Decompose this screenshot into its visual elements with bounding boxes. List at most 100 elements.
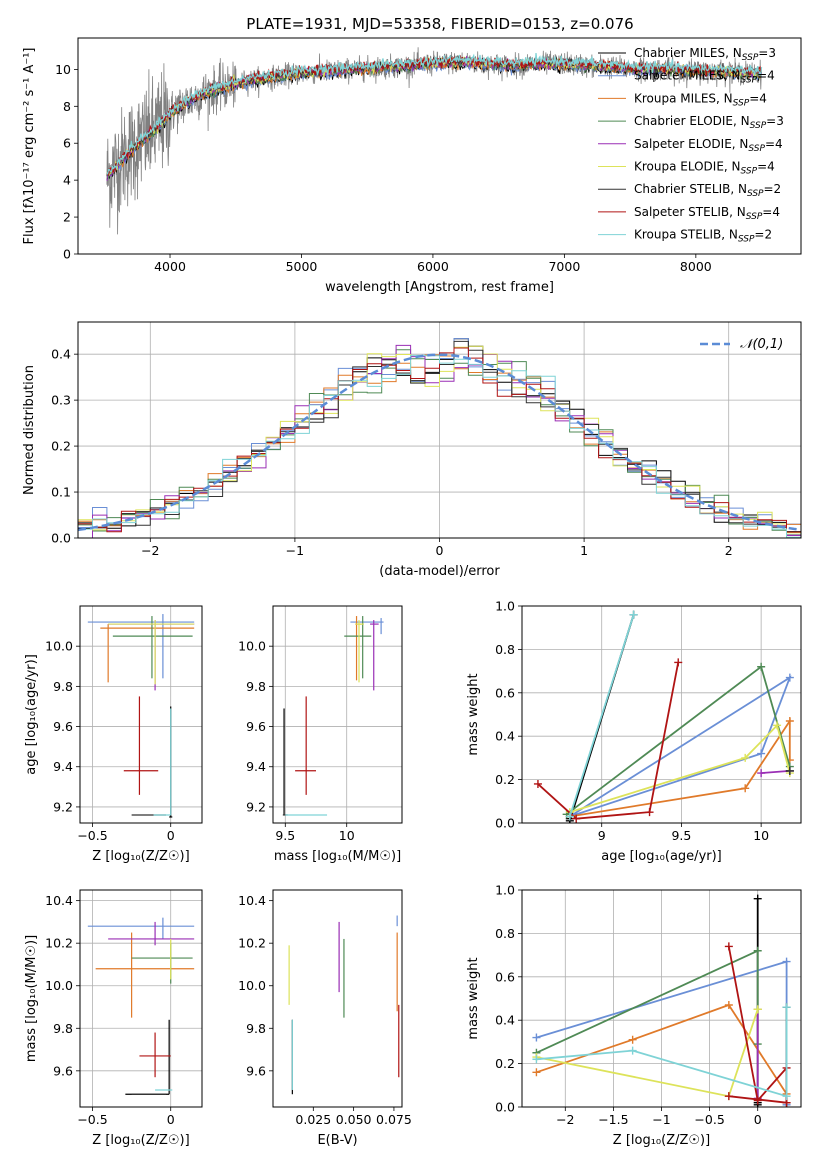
axes-frame — [79, 605, 203, 824]
x-tick-label: 1 — [580, 543, 588, 558]
y-tick-label: 9.6 — [246, 719, 266, 734]
x-tick-label: 9.5 — [671, 828, 691, 843]
weight-line — [537, 662, 680, 820]
y-tick-label: 0 — [63, 247, 71, 262]
axes-frame — [272, 605, 403, 824]
plot-content — [282, 616, 384, 816]
errorbar-point-4 — [108, 620, 195, 691]
weight-line — [536, 949, 759, 1054]
grid — [522, 889, 801, 1108]
y-tick-label: 0.0 — [495, 816, 515, 831]
x-tick-label: −2 — [556, 1112, 574, 1127]
weight-line — [569, 723, 791, 813]
errorbar-point-2 — [100, 624, 195, 683]
y-tick-label: 10.2 — [45, 936, 73, 951]
plot-content — [87, 614, 195, 818]
weight-marker — [532, 1068, 541, 1077]
x-tick-label: 7000 — [548, 259, 580, 274]
y-tick-label: 9.4 — [53, 759, 73, 774]
panel-residuals: −2 −1 0 1 2 0.0 0.1 0.2 0.3 0.4 (data-model)/error… — [22, 321, 802, 579]
plot-content — [87, 917, 195, 1095]
y-tick-label: 2 — [63, 210, 71, 225]
y-tick-label: 10.2 — [238, 936, 266, 951]
weight-marker — [785, 673, 794, 682]
grid — [522, 605, 801, 824]
legend-label: Chabrier ELODIE, NSSP=3 — [634, 114, 784, 131]
y-tick-label: 9.8 — [246, 1021, 266, 1036]
weight-marker — [724, 942, 733, 951]
plot-content — [106, 47, 763, 235]
weight-series-7 — [533, 658, 683, 823]
y-tick-label: 0.2 — [495, 1056, 515, 1071]
y-axis-label: age [log₁₀(age/yr)] — [24, 654, 39, 775]
errorbar-point-2 — [95, 932, 195, 1018]
y-tick-label: 10.4 — [238, 893, 266, 908]
weight-marker — [628, 1035, 637, 1044]
weight-series-5 — [532, 1005, 762, 1101]
errorbar-point-7 — [123, 696, 159, 795]
errorbar-point-0 — [125, 1019, 170, 1095]
x-axis-label: Z [log₁₀(Z/Z☉)] — [92, 1133, 189, 1148]
x-tick-label: 0.075 — [376, 1112, 412, 1127]
weight-marker — [674, 658, 683, 667]
panel-weight-vs-age: 9 9.5 10 0.0 0.2 0.4 0.6 0.8 1.0 age [log₁₀(age/y… — [466, 599, 802, 864]
weight-marker — [741, 784, 750, 793]
weight-marker — [785, 717, 794, 726]
x-tick-label: 0.050 — [336, 1112, 372, 1127]
x-axis-label: age [log₁₀(age/yr)] — [601, 849, 722, 864]
plot-content — [78, 338, 801, 538]
ticks: −0.5 0 9.2 9.4 9.6 9.8 10.0 — [45, 639, 175, 843]
legend: 𝒩(0,1) — [700, 337, 783, 352]
legend-label: Salpeter ELODIE, NSSP=4 — [634, 137, 783, 154]
x-tick-label: 5000 — [286, 259, 318, 274]
y-tick-label: 10 — [55, 62, 71, 77]
legend-label: Chabrier STELIB, NSSP=2 — [634, 182, 781, 199]
y-tick-label: 9.6 — [53, 1063, 73, 1078]
weight-marker — [572, 814, 581, 823]
y-tick-label: 10.0 — [238, 978, 266, 993]
x-tick-label: −1.5 — [598, 1112, 628, 1127]
y-axis-label: mass weight — [466, 957, 481, 1039]
errorbar-point-5 — [355, 620, 364, 683]
legend: Chabrier MILES, NSSP=3 Salpeter MILES, NS… — [598, 46, 784, 245]
weight-marker — [757, 769, 766, 778]
weight-marker — [724, 1092, 733, 1101]
x-tick-label: 9.5 — [275, 828, 295, 843]
y-tick-label: 0.0 — [51, 531, 71, 546]
weight-marker — [757, 749, 766, 758]
y-tick-label: 0.0 — [495, 1100, 515, 1115]
panel-mass-vs-z: −0.5 0 9.6 9.8 10.0 10.2 10.4 Z [log₁₀(Z/Z☉)] ma… — [24, 889, 203, 1148]
weight-series-2 — [565, 717, 794, 821]
plot-content — [532, 894, 791, 1107]
errorbar-point-4 — [370, 620, 379, 691]
ticks: −0.5 0 9.6 9.8 10.0 10.2 10.4 — [45, 893, 175, 1127]
weight-marker — [753, 946, 762, 955]
residual-histogram-8 — [78, 354, 801, 538]
y-tick-label: 10.0 — [238, 639, 266, 654]
x-axis-label: Z [log₁₀(Z/Z☉)] — [92, 849, 189, 864]
x-tick-label: −1 — [286, 543, 304, 558]
weight-series-6 — [785, 766, 794, 775]
x-tick-label: 6000 — [417, 259, 449, 274]
y-tick-label: 0.4 — [495, 1013, 515, 1028]
plot-content — [533, 610, 794, 823]
residual-histogram-7 — [78, 347, 801, 533]
y-tick-label: 9.8 — [53, 1021, 73, 1036]
legend-label: Kroupa MILES, NSSP=4 — [634, 91, 767, 108]
x-tick-label: 0 — [754, 1112, 762, 1127]
ticks: 4000 5000 6000 7000 8000 0 2 4 6 8 10 — [55, 62, 712, 274]
x-tick-label: −1 — [652, 1112, 670, 1127]
errorbar-point-3 — [112, 616, 193, 679]
weight-marker — [782, 1092, 791, 1101]
errorbar-point-7 — [295, 696, 316, 795]
y-tick-label: 0.1 — [51, 485, 71, 500]
y-tick-label: 10.4 — [45, 893, 73, 908]
weight-series-3 — [532, 946, 762, 1057]
y-tick-label: 0.8 — [495, 642, 515, 657]
x-axis-label: (data-model)/error — [379, 564, 500, 579]
weight-marker — [629, 610, 638, 619]
weight-marker — [782, 957, 791, 966]
y-tick-label: 0.2 — [495, 772, 515, 787]
legend-label: Kroupa ELODIE, NSSP=4 — [634, 160, 775, 177]
